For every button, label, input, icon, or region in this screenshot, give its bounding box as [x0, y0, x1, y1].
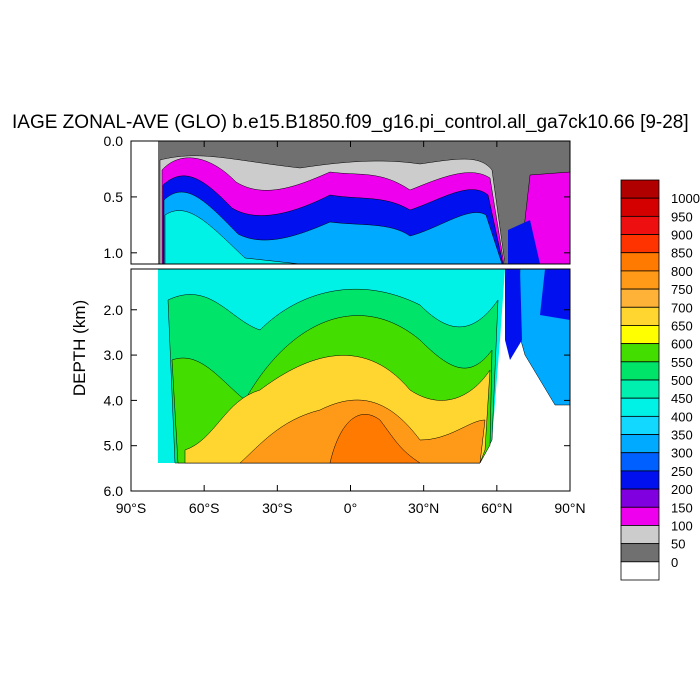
y-tick-label: 2.0 [104, 302, 124, 318]
colorbar-label: 200 [671, 482, 693, 497]
colorbar-label: 650 [671, 318, 693, 333]
colorbar-box [620, 252, 660, 272]
colorbar-box [620, 215, 660, 235]
colorbar-label: 550 [671, 355, 693, 370]
colorbar-box [620, 343, 660, 363]
y-tick-label: 3.0 [104, 347, 124, 363]
region-fram-lower [505, 269, 522, 360]
region-arctic-deep-lower [540, 269, 570, 320]
colorbar-label: 600 [671, 337, 693, 352]
colorbar-box [620, 397, 660, 417]
colorbar-box [620, 325, 660, 345]
colorbar-box [620, 470, 660, 490]
colorbar-label: 750 [671, 282, 693, 297]
colorbar-label: 1000 [671, 191, 700, 206]
colorbar-box [620, 506, 660, 526]
x-tick-label: 60°S [189, 500, 220, 516]
colorbar-box [620, 525, 660, 545]
colorbar-box [620, 379, 660, 399]
colorbar-box [620, 434, 660, 454]
colorbar-label: 100 [671, 518, 693, 533]
colorbar-box [620, 361, 660, 381]
colorbar-box [620, 179, 660, 199]
colorbar-label: 950 [671, 209, 693, 224]
upper-panel [158, 141, 570, 264]
x-tick-label: 90°N [554, 500, 585, 516]
colorbar-label: 250 [671, 464, 693, 479]
colorbar-label: 300 [671, 446, 693, 461]
region-300-350-upper [163, 191, 503, 264]
y-tick-label: 1.0 [104, 245, 124, 261]
x-tick-label: 60°N [481, 500, 512, 516]
colorbar-label: 700 [671, 300, 693, 315]
colorbar-label: 500 [671, 373, 693, 388]
colorbar-label: 150 [671, 500, 693, 515]
x-tick-label: 90°S [116, 500, 147, 516]
colorbar-label: 400 [671, 409, 693, 424]
y-tick-label: 5.0 [104, 438, 124, 454]
colorbar-box [620, 288, 660, 308]
x-tick-label: 0° [344, 500, 357, 516]
region-400-450-upper [164, 210, 301, 264]
x-tick-label: 30°S [262, 500, 293, 516]
chart-title: IAGE ZONAL-AVE (GLO) b.e15.B1850.f09_g16… [12, 112, 689, 133]
colorbar-label: 50 [671, 537, 685, 552]
x-tick-label: 30°N [408, 500, 439, 516]
colorbar-label: 850 [671, 246, 693, 261]
y-tick-label: 0.5 [104, 189, 124, 205]
colorbar-label: 800 [671, 264, 693, 279]
colorbar-box [620, 488, 660, 508]
y-tick-label: 0.0 [104, 133, 124, 149]
region-800-850-lower [329, 414, 421, 464]
colorbar-label: 0 [671, 555, 678, 570]
y-tick-label: 6.0 [104, 483, 124, 499]
colorbar-box [620, 561, 660, 581]
colorbar-box [620, 234, 660, 254]
region-arctic-blue-upper [508, 220, 540, 264]
colorbar-box [620, 306, 660, 326]
colorbar-label: 350 [671, 428, 693, 443]
colorbar-box [620, 270, 660, 290]
colorbar-box [620, 543, 660, 563]
colorbar-box [620, 415, 660, 435]
colorbar-box [620, 197, 660, 217]
colorbar-label: 450 [671, 391, 693, 406]
y-tick-label: 4.0 [104, 392, 124, 408]
lower-panel [158, 269, 570, 464]
colorbar-label: 900 [671, 228, 693, 243]
colorbar-box [620, 452, 660, 472]
